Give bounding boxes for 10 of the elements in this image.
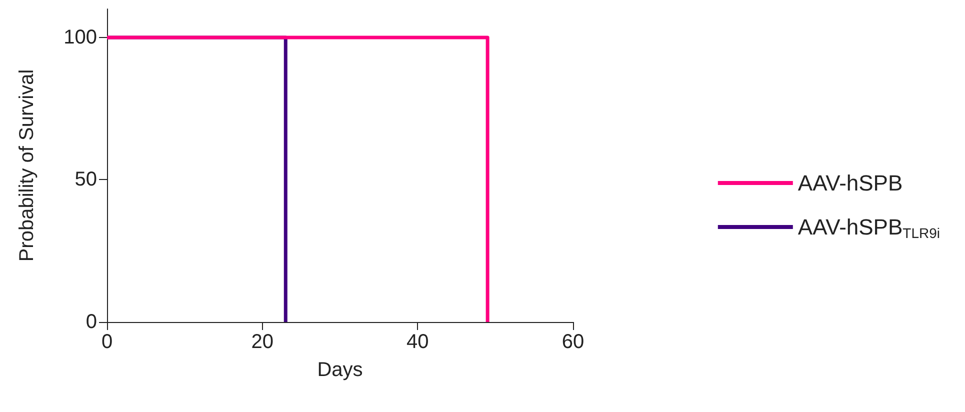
x-tick-label: 60 [562, 331, 584, 353]
y-tick-label: 100 [64, 26, 97, 48]
legend-label: AAV-hSPB [798, 170, 903, 196]
y-axis-title: Probability of Survival [16, 69, 38, 262]
x-tick-label: 20 [251, 331, 274, 353]
x-tick-label: 0 [101, 331, 113, 353]
x-tick-label: 40 [406, 331, 429, 353]
x-axis-title: Days [317, 359, 363, 381]
y-tick-label: 0 [86, 311, 97, 333]
y-tick-label: 50 [74, 168, 97, 191]
